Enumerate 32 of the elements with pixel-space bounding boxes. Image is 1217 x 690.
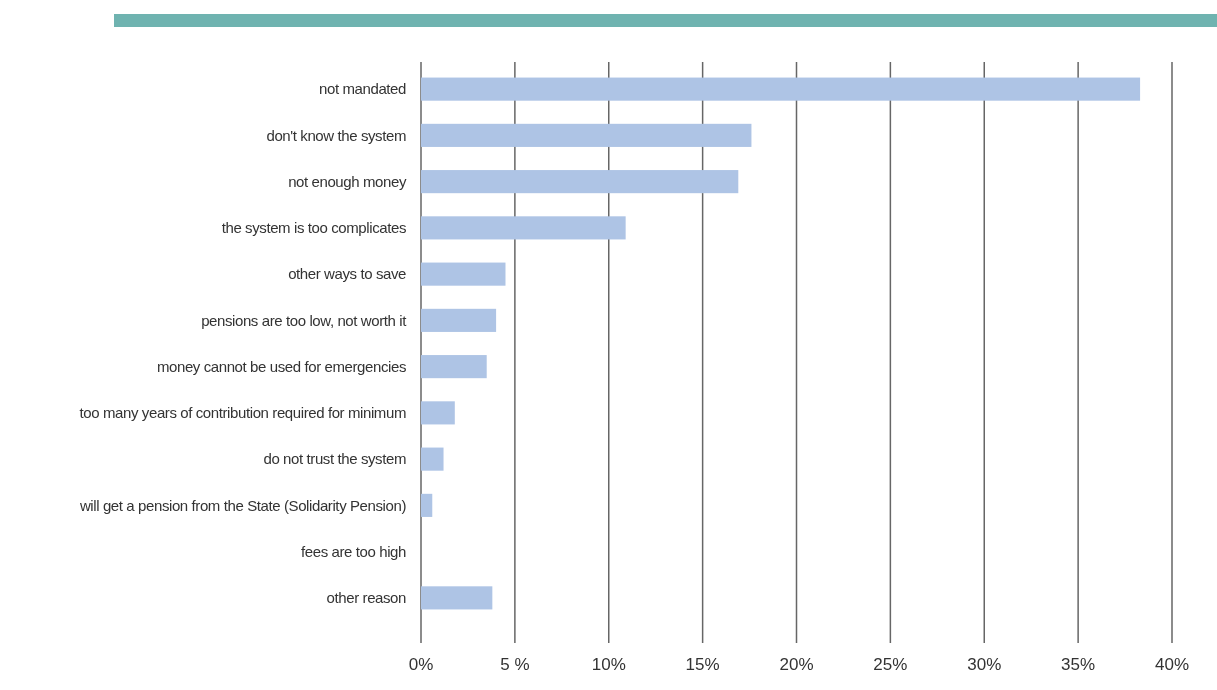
x-tick-label: 25% [873,655,908,674]
x-tick-label: 30% [967,655,1002,674]
x-tick-label: 15% [685,655,720,674]
y-tick-label: pensions are too low, not worth it [201,311,408,329]
y-tick-label: not mandated [319,80,407,98]
y-tick-label: other ways to save [288,265,407,283]
y-tick-label: don't know the system [266,126,406,144]
bar [421,401,455,425]
bar [421,170,739,194]
y-tick-label: the system is too complicates [221,219,406,237]
bar [421,493,433,517]
y-tick-label: other reason [326,589,407,607]
y-tick-label: fees are too high [301,542,407,560]
x-tick-label: 10% [591,655,626,674]
bar [421,586,493,610]
bar [421,216,626,240]
x-tick-label: 35% [1061,655,1096,674]
x-tick-label: 5 % [500,655,530,674]
bar [421,308,497,332]
y-tick-label: money cannot be used for emergencies [156,357,406,375]
x-tick-label: 40% [1154,655,1190,674]
y-tick-label: do not trust the system [263,450,406,468]
x-tick-label: 0% [408,655,434,674]
bar [421,262,506,286]
bar [421,123,752,147]
y-tick-label: not enough money [288,172,407,190]
y-tick-label: will get a pension from the State (Solidarity Pension) [78,496,407,514]
x-tick-label: 20% [779,655,814,674]
bar [421,355,487,379]
bar [421,447,444,471]
y-tick-label: too many years of contribution required for minimum [79,404,406,422]
bar [421,77,1141,101]
